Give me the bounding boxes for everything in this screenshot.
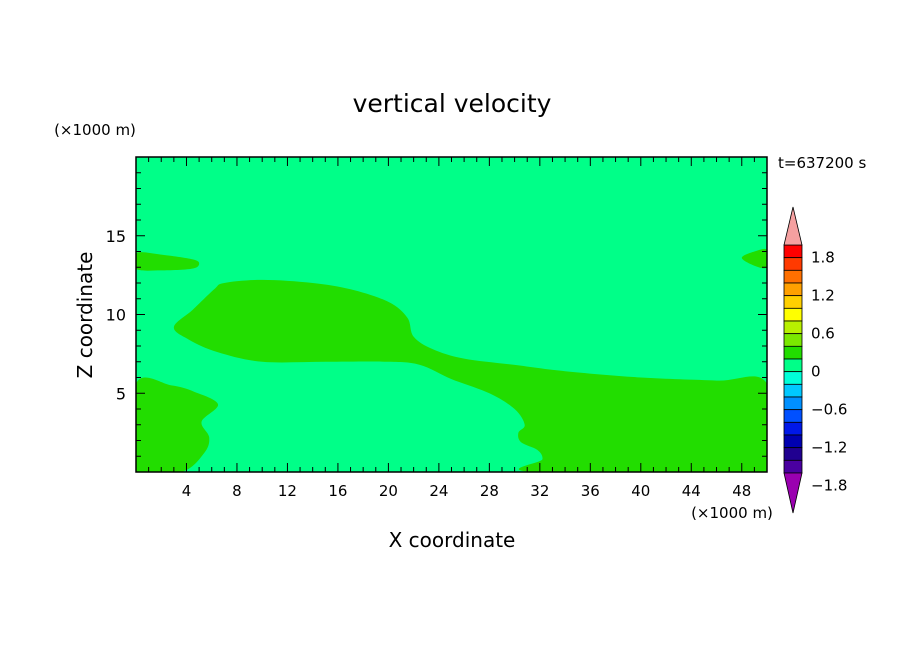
colorbar-swatch — [783, 383, 803, 398]
time-label: t=637200 s — [778, 154, 866, 172]
colorbar-swatch — [783, 307, 803, 322]
x-tick-label: 32 — [530, 482, 549, 500]
x-tick-label: 8 — [232, 482, 242, 500]
colorbar-label: 0 — [811, 363, 821, 381]
contour-region-4 — [741, 248, 767, 269]
colorbar-swatch — [783, 358, 803, 373]
y-tick-label: 15 — [106, 227, 126, 246]
x-axis-label: X coordinate — [389, 528, 516, 552]
colorbar-swatch — [783, 345, 803, 360]
colorbar-swatch — [783, 459, 803, 474]
contour-region-3 — [136, 252, 200, 271]
x-axis: 4 8 12 16 20 24 28 32 36 40 44 48 — [148, 157, 755, 500]
x-tick-label: 40 — [631, 482, 650, 500]
x-tick-label: 28 — [480, 482, 499, 500]
colorbar-swatch — [783, 244, 803, 259]
chart-title: vertical velocity — [353, 89, 552, 118]
x-tick-label: 4 — [182, 482, 192, 500]
colorbar-over-arrow — [783, 206, 803, 246]
colorbar-swatch — [783, 282, 803, 297]
colorbar-swatch — [783, 434, 803, 449]
colorbar-swatch — [783, 269, 803, 284]
contour-region-2 — [173, 279, 767, 472]
colorbar-swatch — [783, 320, 803, 335]
x-tick-label: 16 — [328, 482, 347, 500]
y-unit-label: (×1000 m) — [54, 121, 136, 139]
colorbar-label: −1.2 — [811, 439, 847, 457]
colorbar-swatch — [783, 421, 803, 436]
y-axis: 5 10 15 — [106, 172, 767, 457]
colorbar-under-arrow — [783, 472, 803, 514]
colorbar-label: −0.6 — [811, 401, 847, 419]
colorbar-label: 1.2 — [811, 287, 835, 305]
colorbar: 1.8 1.2 0.6 0 −0.6 −1.2 −1.8 — [783, 206, 847, 514]
x-tick-label: 44 — [682, 482, 701, 500]
colorbar-swatch — [783, 295, 803, 309]
x-tick-label: 36 — [581, 482, 600, 500]
plot-area — [135, 156, 768, 473]
x-tick-label: 48 — [732, 482, 751, 500]
x-tick-label: 12 — [278, 482, 297, 500]
colorbar-label: 1.8 — [811, 249, 835, 267]
colorbar-swatch — [783, 371, 803, 385]
colorbar-swatch — [783, 257, 803, 271]
contour-region-1 — [136, 377, 219, 472]
y-tick-label: 5 — [116, 384, 126, 403]
colorbar-swatch — [783, 396, 803, 411]
x-tick-label: 24 — [429, 482, 448, 500]
x-unit-label: (×1000 m) — [691, 504, 773, 522]
colorbar-swatch — [783, 409, 803, 423]
colorbar-swatch — [783, 333, 803, 347]
y-tick-label: 10 — [106, 306, 126, 325]
colorbar-label: 0.6 — [811, 325, 835, 343]
colorbar-swatch — [783, 447, 803, 461]
contour-regions — [136, 248, 767, 472]
x-tick-label: 20 — [379, 482, 398, 500]
colorbar-label: −1.8 — [811, 477, 847, 495]
y-axis-label: Z coordinate — [73, 252, 97, 379]
